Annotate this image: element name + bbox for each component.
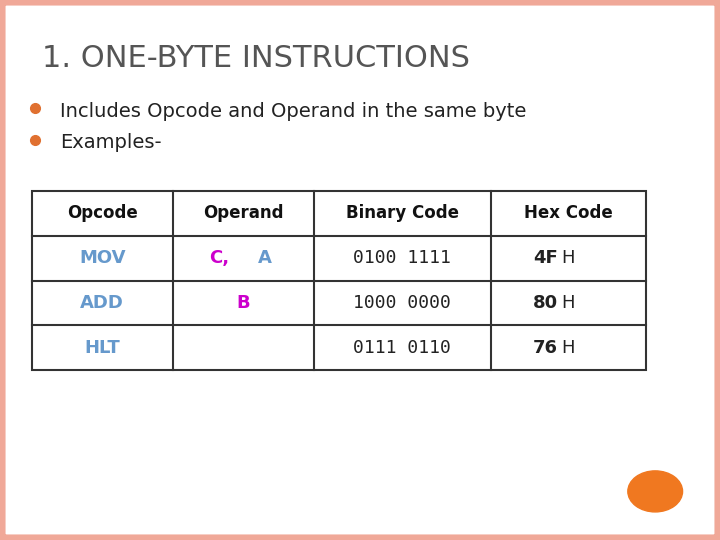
Text: Hex Code: Hex Code <box>524 205 613 222</box>
Text: 76: 76 <box>533 339 558 356</box>
Text: Includes Opcode and Operand in the same byte: Includes Opcode and Operand in the same … <box>60 102 526 120</box>
Text: 1. ONE-BYTE INSTRUCTIONS: 1. ONE-BYTE INSTRUCTIONS <box>42 44 470 73</box>
Text: B: B <box>237 294 251 312</box>
Text: 0111 0110: 0111 0110 <box>354 339 451 356</box>
Text: Binary Code: Binary Code <box>346 205 459 222</box>
Text: MOV: MOV <box>79 249 125 267</box>
Text: 0100 1111: 0100 1111 <box>354 249 451 267</box>
Text: 4F: 4F <box>533 249 558 267</box>
Text: Opcode: Opcode <box>67 205 138 222</box>
Text: H: H <box>562 339 575 356</box>
Text: ADD: ADD <box>81 294 125 312</box>
Text: 80: 80 <box>533 294 558 312</box>
Text: Examples-: Examples- <box>60 133 161 152</box>
Text: Operand: Operand <box>203 205 284 222</box>
Text: C,: C, <box>209 249 229 267</box>
Text: H: H <box>562 249 575 267</box>
Text: 1000 0000: 1000 0000 <box>354 294 451 312</box>
Text: A: A <box>258 249 271 267</box>
Text: HLT: HLT <box>84 339 120 356</box>
Text: H: H <box>562 294 575 312</box>
